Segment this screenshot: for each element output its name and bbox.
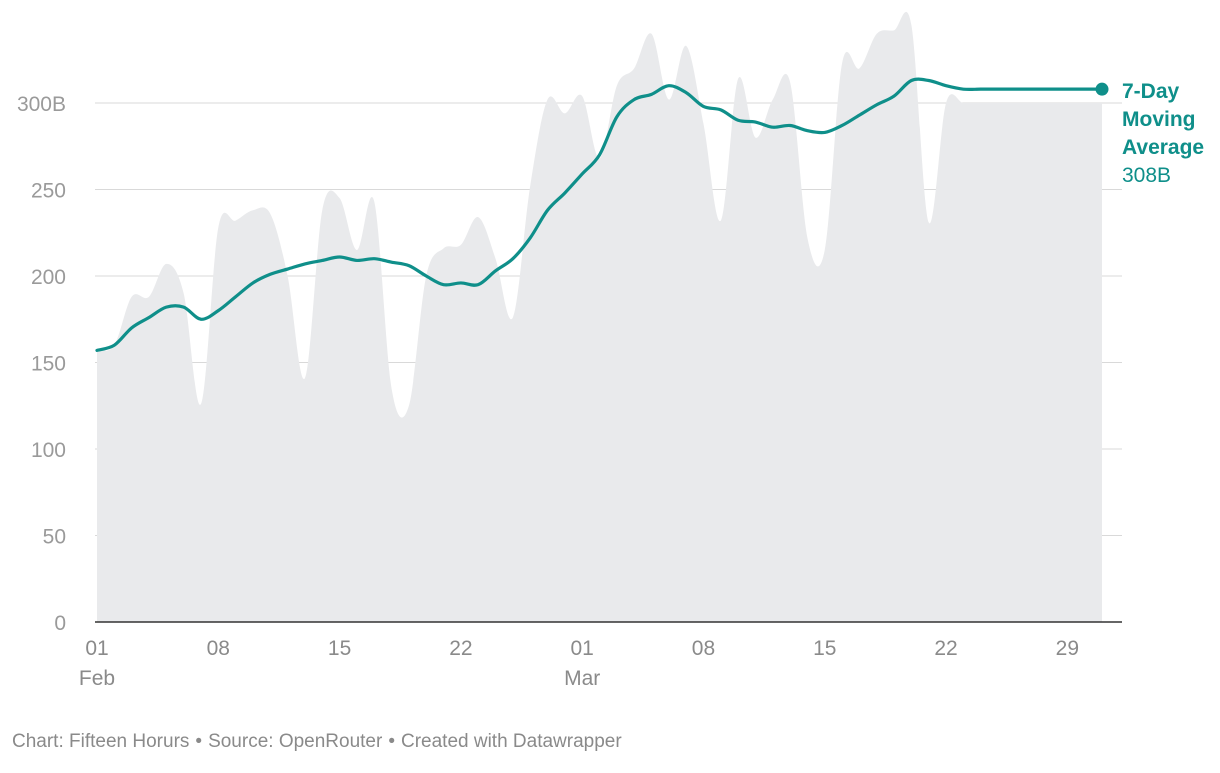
footer-source: Source: OpenRouter xyxy=(208,731,383,752)
x-tick-label: 29 xyxy=(1056,637,1079,660)
moving-average-line xyxy=(95,77,1104,352)
x-tick-label: 22 xyxy=(449,637,472,660)
footer-separator: • xyxy=(195,731,203,752)
y-tick-label: 100 xyxy=(31,439,66,462)
x-tick-sublabel: Feb xyxy=(79,667,115,690)
y-tick-label: 0 xyxy=(54,612,66,635)
daily-tokens-area xyxy=(97,11,1102,622)
x-tick-label: 01 xyxy=(85,637,108,660)
y-tick-label: 150 xyxy=(31,353,66,376)
moving-average-end-point xyxy=(1095,82,1109,96)
end-label-title: Average xyxy=(1122,136,1204,159)
footer-created-with: Created with Datawrapper xyxy=(400,731,622,752)
x-tick-label: 01 xyxy=(570,637,593,660)
x-tick-label: 22 xyxy=(934,637,957,660)
y-tick-label: 50 xyxy=(43,526,66,549)
end-label-title: 7-Day xyxy=(1122,80,1180,103)
x-tick-label: 15 xyxy=(813,637,836,660)
end-label-title: Moving xyxy=(1122,108,1196,131)
x-tick-label: 15 xyxy=(328,637,351,660)
chart-footer: Chart: Fifteen Horurs • Source: OpenRouter… xyxy=(12,731,622,753)
x-tick-sublabel: Mar xyxy=(564,667,600,690)
footer-chart-credit: Chart: Fifteen Horurs xyxy=(12,731,190,752)
y-tick-label: 250 xyxy=(31,180,66,203)
x-tick-label: 08 xyxy=(207,637,230,660)
x-tick-label: 08 xyxy=(692,637,715,660)
y-tick-label: 300B xyxy=(17,93,66,116)
y-tick-label: 200 xyxy=(31,266,66,289)
end-label-value: 308B xyxy=(1122,164,1171,187)
footer-separator: • xyxy=(388,731,395,752)
